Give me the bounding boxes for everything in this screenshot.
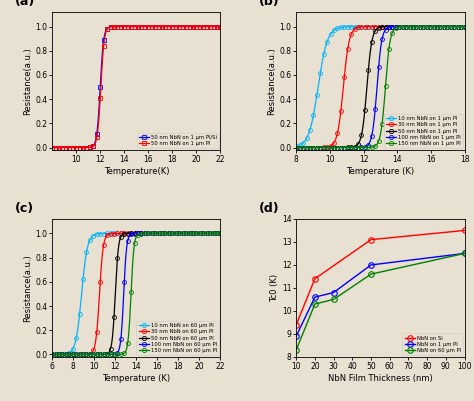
X-axis label: NbN Film Thickness (nm): NbN Film Thickness (nm) — [328, 373, 433, 383]
Y-axis label: Tc0 (K): Tc0 (K) — [270, 274, 279, 302]
Y-axis label: Resistance(a.u.): Resistance(a.u.) — [267, 47, 276, 115]
Y-axis label: Resistance(a.u.): Resistance(a.u.) — [23, 47, 32, 115]
Legend: 10 nm NbN on 1 μm PI, 30 nm NbN on 1 μm PI, 50 nm NbN on 1 μm PI, 100 nm NbN on : 10 nm NbN on 1 μm PI, 30 nm NbN on 1 μm … — [384, 114, 463, 148]
X-axis label: Temperature (K): Temperature (K) — [102, 373, 170, 383]
Text: (b): (b) — [259, 0, 280, 8]
NbN on 60 μm PI — [312, 302, 318, 306]
NbN on 60 μm PI — [293, 348, 299, 352]
X-axis label: Temperature (K): Temperature (K) — [346, 166, 414, 176]
NbN on 1 μm PI — [331, 290, 337, 295]
NbN on 60 μm PI — [331, 297, 337, 302]
Text: (c): (c) — [15, 202, 34, 215]
Legend: 50 nm NbN on 1 μm PI/Si, 50 nm NbN on 1 μm PI: 50 nm NbN on 1 μm PI/Si, 50 nm NbN on 1 … — [137, 133, 219, 148]
Line: NbN on Si: NbN on Si — [293, 228, 467, 328]
NbN on 60 μm PI — [462, 251, 467, 256]
NbN on 60 μm PI — [368, 272, 374, 277]
NbN on Si — [368, 237, 374, 242]
Legend: NbN on Si, NbN on 1 μm PI, NbN on 60 μm PI: NbN on Si, NbN on 1 μm PI, NbN on 60 μm … — [402, 334, 463, 355]
Text: (a): (a) — [15, 0, 36, 8]
NbN on 1 μm PI — [312, 295, 318, 300]
Line: NbN on 60 μm PI: NbN on 60 μm PI — [293, 251, 467, 353]
NbN on Si — [462, 228, 467, 233]
Line: NbN on 1 μm PI: NbN on 1 μm PI — [293, 251, 467, 339]
NbN on Si — [293, 322, 299, 327]
NbN on Si — [312, 276, 318, 281]
NbN on 1 μm PI — [462, 251, 467, 256]
Legend: 10 nm NbN on 60 μm PI, 30 nm NbN on 60 μm PI, 50 nm NbN on 60 μm PI, 100 nm NbN : 10 nm NbN on 60 μm PI, 30 nm NbN on 60 μ… — [137, 321, 219, 355]
Text: (d): (d) — [259, 202, 280, 215]
X-axis label: Temperature(K): Temperature(K) — [103, 166, 169, 176]
Y-axis label: Resistance(a.u.): Resistance(a.u.) — [23, 254, 32, 322]
NbN on 1 μm PI — [368, 263, 374, 267]
NbN on 1 μm PI — [293, 334, 299, 338]
